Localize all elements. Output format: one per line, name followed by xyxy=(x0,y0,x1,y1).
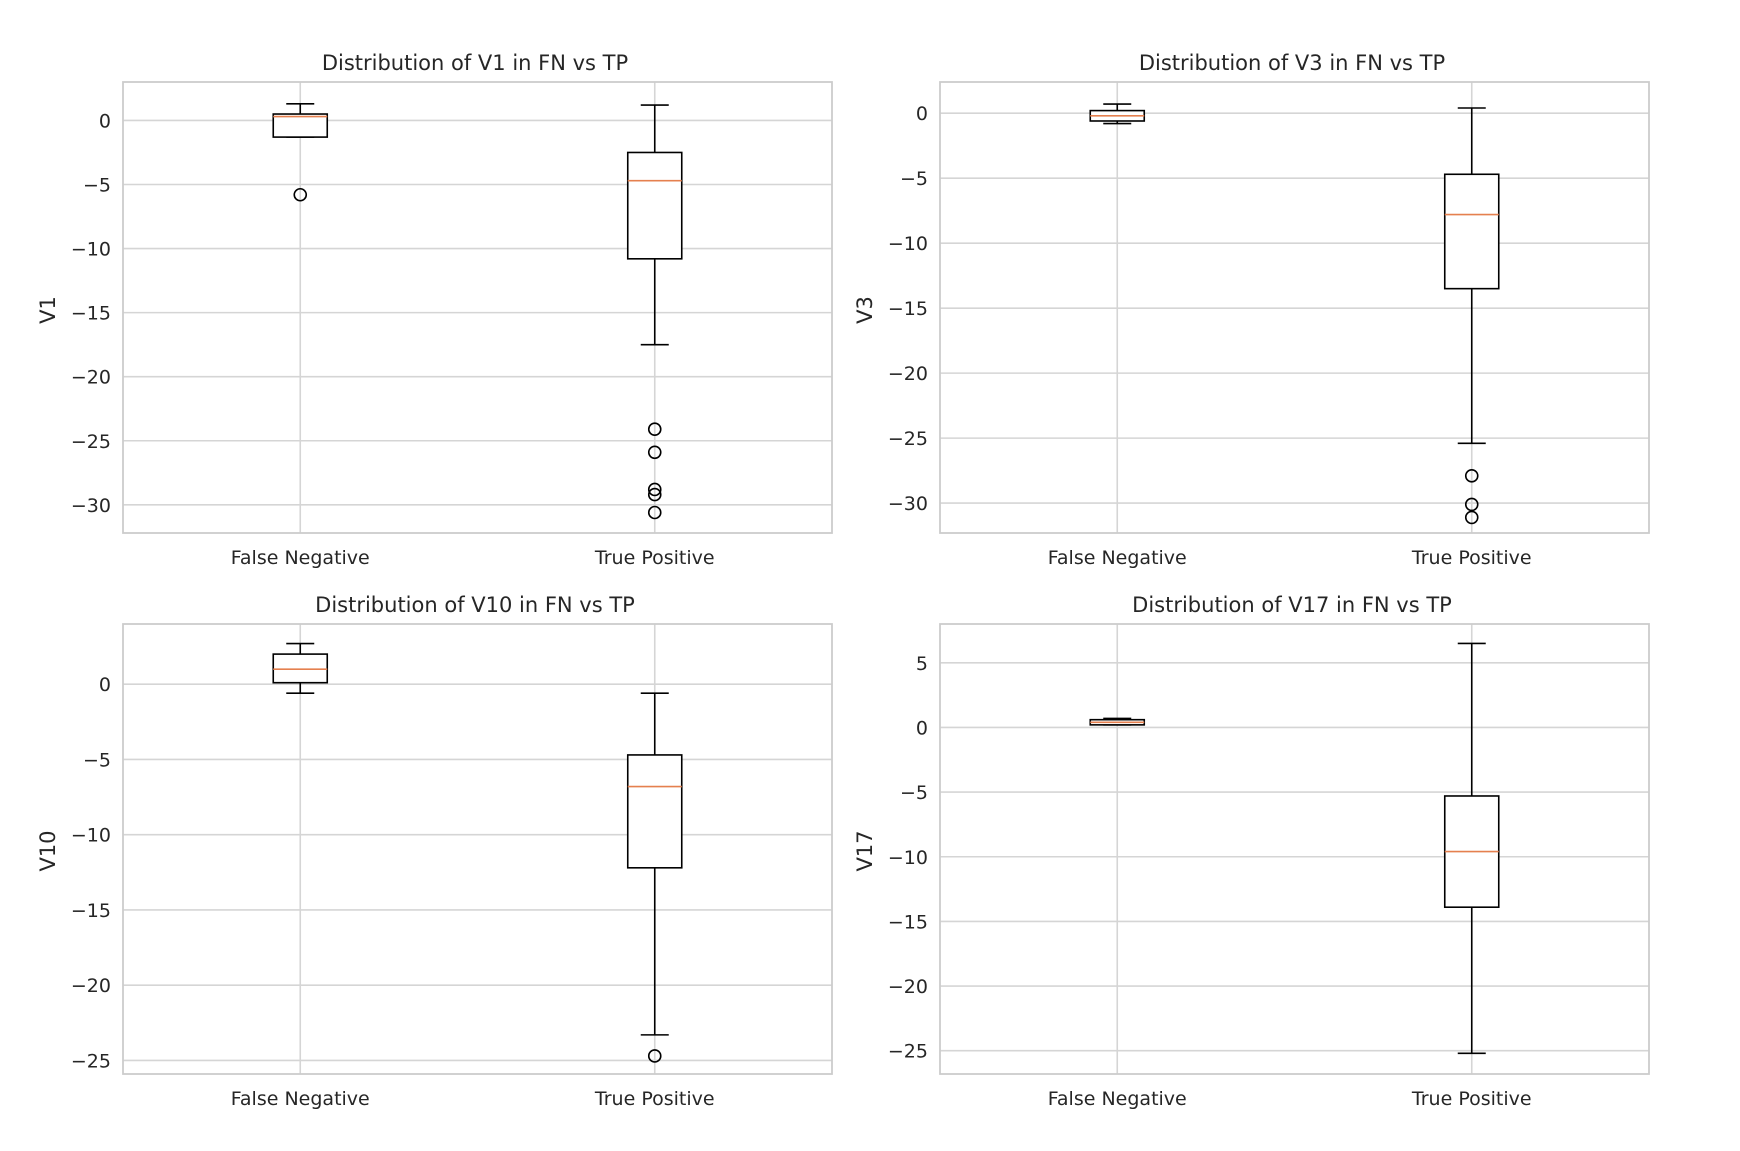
box-true-positive xyxy=(626,104,683,520)
outlier-point xyxy=(647,1049,662,1063)
subplot-v10: Distribution of V10 in FN vs TP V10 0 −5 −… xyxy=(36,593,833,1110)
x-tick-label: False Negative xyxy=(231,1088,370,1110)
y-axis-label: V1 xyxy=(36,296,60,324)
gridlines xyxy=(940,624,1649,1074)
y-tick-label: −10 xyxy=(888,847,928,869)
y-tick-label: −15 xyxy=(71,900,111,922)
outlier-point xyxy=(647,445,662,460)
x-tick-label: True Positive xyxy=(1411,1088,1532,1110)
y-axis-label: V17 xyxy=(853,830,877,871)
gridlines xyxy=(123,82,832,533)
y-tick-label: −30 xyxy=(71,495,111,517)
iqr-box xyxy=(1443,173,1500,290)
iqr-box xyxy=(272,113,329,138)
y-tick-label: −20 xyxy=(71,975,111,997)
y-tick-label: −15 xyxy=(888,911,928,933)
y-axis-label: V10 xyxy=(36,830,60,871)
box-false-negative xyxy=(272,102,329,202)
box-true-positive xyxy=(1443,107,1500,525)
gridlines xyxy=(940,82,1649,533)
y-tick-label: −25 xyxy=(71,1050,111,1072)
y-tick-label: −25 xyxy=(888,1041,928,1063)
y-tick-label: −10 xyxy=(71,825,111,847)
box-false-negative xyxy=(1089,717,1146,726)
x-tick-label: True Positive xyxy=(594,547,715,569)
outlier-point xyxy=(647,487,662,502)
plot-frame xyxy=(939,623,1650,1075)
iqr-box xyxy=(626,754,683,869)
y-tick-label: −5 xyxy=(900,782,928,804)
box-false-negative xyxy=(1089,103,1146,125)
y-tick-label: 5 xyxy=(916,653,928,675)
y-tick-label: 0 xyxy=(916,717,928,739)
y-tick-label: −15 xyxy=(888,298,928,320)
x-tick-label: True Positive xyxy=(1411,547,1532,569)
y-tick-label: −5 xyxy=(83,175,111,197)
y-tick-label: 0 xyxy=(99,110,111,132)
y-axis-label: V3 xyxy=(853,296,877,324)
box-true-positive xyxy=(1443,642,1500,1055)
x-tick-label: False Negative xyxy=(231,547,370,569)
chart-title: Distribution of V10 in FN vs TP xyxy=(315,593,635,617)
chart-title: Distribution of V17 in FN vs TP xyxy=(1132,593,1452,617)
outlier-point xyxy=(1464,497,1479,512)
chart-title: Distribution of V1 in FN vs TP xyxy=(322,51,628,75)
subplot-v17: Distribution of V17 in FN vs TP V17 5 0 −5… xyxy=(853,593,1650,1110)
box-true-positive xyxy=(626,692,683,1063)
y-tick-label: −15 xyxy=(71,303,111,325)
iqr-box xyxy=(626,151,683,260)
y-tick-label: 0 xyxy=(99,674,111,696)
y-tick-label: −5 xyxy=(900,168,928,190)
plot-frame xyxy=(939,81,1650,534)
y-tick-label: −20 xyxy=(888,363,928,385)
y-tick-label: −20 xyxy=(888,976,928,998)
plot-frame xyxy=(122,623,833,1075)
y-tick-label: −10 xyxy=(71,239,111,261)
y-tick-label: −25 xyxy=(71,431,111,453)
chart-title: Distribution of V3 in FN vs TP xyxy=(1139,51,1445,75)
x-tick-label: False Negative xyxy=(1048,1088,1187,1110)
y-tick-label: −5 xyxy=(83,749,111,771)
subplot-v1: Distribution of V1 in FN vs TP V1 0 −5 −10… xyxy=(36,51,833,569)
y-tick-label: −20 xyxy=(71,367,111,389)
gridlines xyxy=(123,624,832,1074)
subplot-v3: Distribution of V3 in FN vs TP V3 0 −5 −10… xyxy=(853,51,1650,569)
outlier-point xyxy=(1464,469,1479,483)
outlier-point xyxy=(1464,510,1479,525)
x-tick-label: False Negative xyxy=(1048,547,1187,569)
y-tick-label: −25 xyxy=(888,428,928,450)
box-false-negative xyxy=(272,642,329,695)
outlier-point xyxy=(647,422,662,437)
y-tick-label: −30 xyxy=(888,493,928,515)
outlier-point xyxy=(647,482,662,497)
plot-frame xyxy=(122,81,833,534)
y-tick-label: −10 xyxy=(888,233,928,255)
outlier-point xyxy=(293,187,308,202)
x-tick-label: True Positive xyxy=(594,1088,715,1110)
y-tick-label: 0 xyxy=(916,103,928,125)
outlier-point xyxy=(647,505,662,520)
